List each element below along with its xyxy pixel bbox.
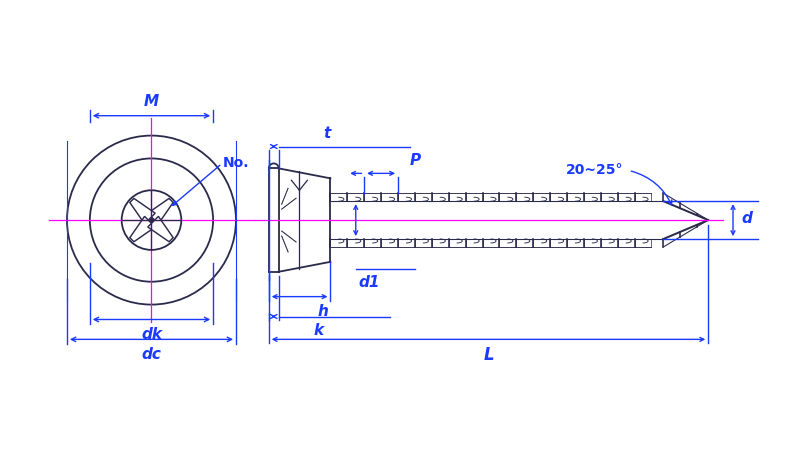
- Text: M: M: [144, 94, 159, 109]
- Text: d1: d1: [358, 275, 380, 290]
- Text: dk: dk: [141, 328, 162, 343]
- Text: t: t: [323, 125, 330, 140]
- Polygon shape: [130, 198, 155, 224]
- Text: No.: No.: [223, 156, 250, 170]
- Polygon shape: [148, 216, 173, 242]
- Text: h: h: [318, 304, 328, 319]
- Text: k: k: [314, 323, 324, 338]
- Polygon shape: [148, 198, 173, 224]
- Text: dc: dc: [142, 347, 162, 362]
- Text: L: L: [483, 346, 494, 364]
- Text: 20~25°: 20~25°: [566, 163, 624, 177]
- Text: P: P: [410, 154, 421, 168]
- Polygon shape: [130, 216, 155, 242]
- Text: d: d: [741, 211, 752, 226]
